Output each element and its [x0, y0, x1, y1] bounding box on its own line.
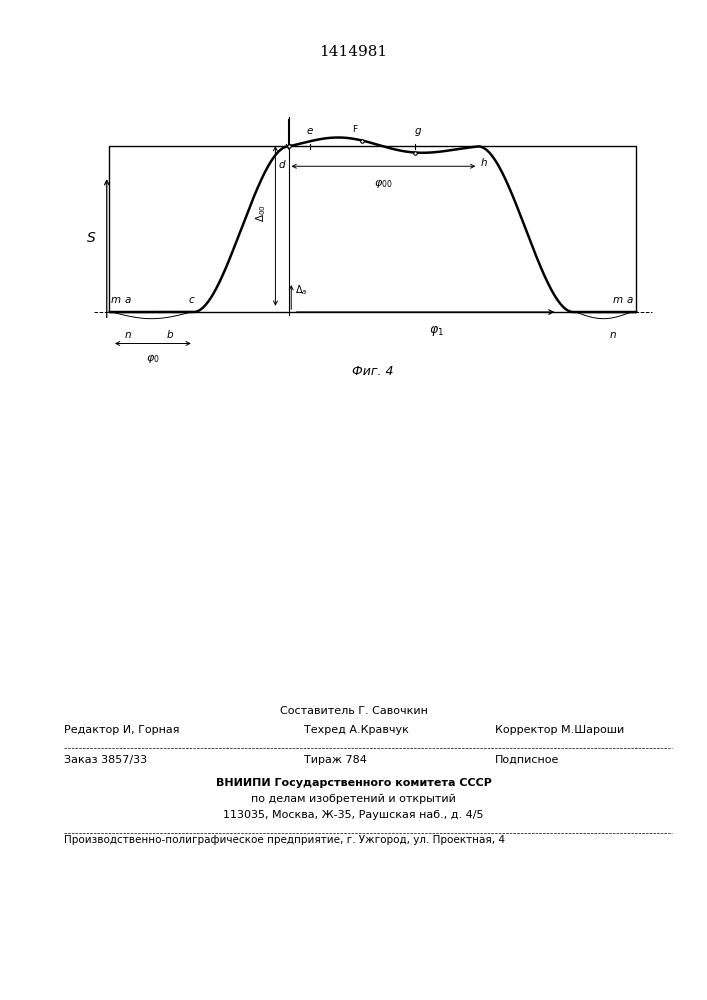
- Text: Редактор И, Горная: Редактор И, Горная: [64, 725, 179, 735]
- Text: 113035, Москва, Ж-35, Раушская наб., д. 4/5: 113035, Москва, Ж-35, Раушская наб., д. …: [223, 810, 484, 820]
- Text: Заказ 3857/33: Заказ 3857/33: [64, 755, 147, 765]
- Text: g: g: [414, 126, 421, 136]
- Text: $\varphi_1$: $\varphi_1$: [428, 324, 444, 338]
- Text: Производственно-полиграфическое предприятие, г. Ужгород, ул. Проектная, 4: Производственно-полиграфическое предприя…: [64, 835, 505, 845]
- Text: Корректор М.Шароши: Корректор М.Шароши: [495, 725, 624, 735]
- Text: по делам изобретений и открытий: по делам изобретений и открытий: [251, 794, 456, 804]
- Text: S: S: [86, 231, 95, 244]
- Text: m: m: [613, 295, 623, 305]
- Text: c: c: [188, 295, 194, 305]
- Text: $\varphi_0$: $\varphi_0$: [146, 353, 160, 365]
- Text: a: a: [124, 295, 131, 305]
- Text: b: b: [167, 330, 173, 340]
- Text: h: h: [480, 158, 487, 168]
- Text: F: F: [352, 125, 357, 134]
- Text: Подписное: Подписное: [495, 755, 559, 765]
- Bar: [110, 146, 636, 312]
- Text: Составитель Г. Савочкин: Составитель Г. Савочкин: [279, 706, 428, 716]
- Text: ВНИИПИ Государственного комитета СССР: ВНИИПИ Государственного комитета СССР: [216, 778, 491, 788]
- Text: $\varphi_{00}$: $\varphi_{00}$: [374, 178, 393, 190]
- Text: n: n: [124, 330, 132, 340]
- Text: Техред А.Кравчук: Техред А.Кравчук: [304, 725, 409, 735]
- Text: $\Delta_a$: $\Delta_a$: [296, 284, 308, 297]
- Text: Тираж 784: Тираж 784: [304, 755, 367, 765]
- Text: n: n: [609, 330, 616, 340]
- Text: d: d: [279, 160, 286, 170]
- Text: a: a: [627, 295, 633, 305]
- Text: Фиг. 4: Фиг. 4: [352, 365, 394, 378]
- Text: e: e: [306, 126, 313, 136]
- Text: m: m: [110, 295, 121, 305]
- Text: $\Delta_{00}$: $\Delta_{00}$: [254, 204, 267, 222]
- Text: 1414981: 1414981: [320, 45, 387, 59]
